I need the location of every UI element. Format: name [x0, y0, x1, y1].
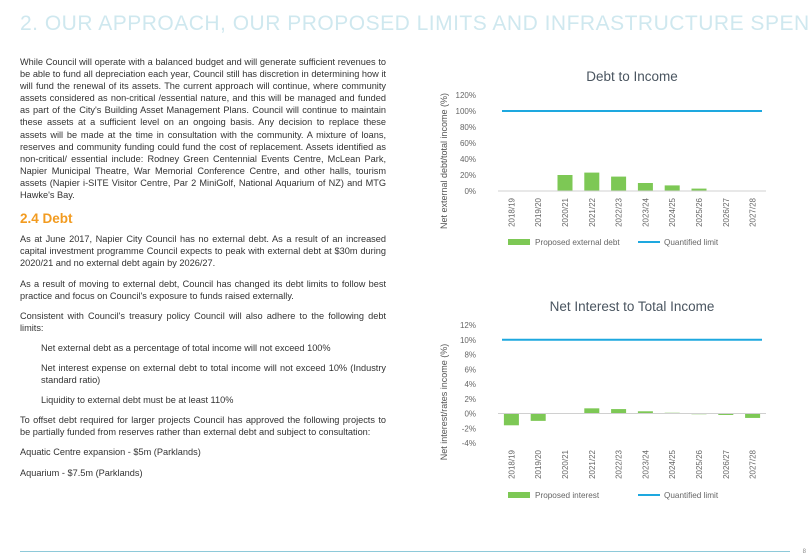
x-tick-label: 2024/25 [668, 197, 677, 226]
y-axis-label: Net interest/rates income (%) [439, 344, 449, 461]
project-1: Aquatic Centre expansion - $5m (Parkland… [20, 447, 201, 458]
debt-paragraph-2: As a result of moving to external debt, … [20, 278, 386, 301]
x-tick-label: 2021/22 [588, 449, 597, 478]
legend-swatch-bar [508, 239, 530, 245]
x-tick-label: 2019/20 [534, 449, 543, 478]
x-tick-label: 2023/24 [641, 449, 650, 478]
debt-limit-1: Net external debt as a percentage of tot… [41, 342, 331, 353]
legend-label-line: Quantified limit [664, 491, 719, 500]
y-tick-label: 0% [464, 187, 476, 196]
x-tick-label: 2022/23 [615, 197, 624, 226]
page-number: 8 [802, 549, 806, 555]
y-tick-label: 80% [460, 123, 476, 132]
x-tick-label: 2022/23 [615, 449, 624, 478]
bar-2021-22 [584, 408, 600, 414]
intro-paragraph: While Council will operate with a balanc… [20, 57, 386, 201]
x-tick-label: 2018/19 [507, 449, 516, 478]
y-tick-label: -4% [462, 439, 476, 448]
bar-2023-24 [637, 183, 653, 191]
x-tick-label: 2019/20 [534, 197, 543, 226]
x-tick-label: 2020/21 [561, 449, 570, 478]
x-tick-label: 2027/28 [749, 197, 758, 226]
bar-2024-25 [664, 185, 680, 191]
y-tick-label: 2% [464, 395, 476, 404]
net-interest-chart: Net Interest to Total Income -4% -2% 0% 2% 4%… [436, 292, 786, 512]
x-tick-label: 2020/21 [561, 197, 570, 226]
x-tick-label: 2026/27 [722, 449, 731, 478]
x-tick-label: 2027/28 [749, 449, 758, 478]
body-text: While Council will operate with a balanc… [20, 56, 386, 479]
debt-paragraph-4: To offset debt required for larger proje… [20, 415, 386, 438]
x-tick-label: 2023/24 [641, 197, 650, 226]
bar-2021-22 [584, 172, 600, 191]
debt-limit-2: Net interest expense on external debt to… [41, 362, 386, 386]
y-tick-label: 100% [456, 107, 476, 116]
bar-2025-26 [691, 188, 707, 191]
y-tick-label: 20% [460, 171, 476, 180]
y-tick-label: 40% [460, 155, 476, 164]
y-tick-label: 60% [460, 139, 476, 148]
y-tick-label: 6% [464, 365, 476, 374]
bar-2022-23 [611, 409, 627, 414]
project-2: Aquarium - $7.5m (Parklands) [20, 467, 143, 478]
legend-label-line: Quantified limit [664, 238, 719, 247]
x-tick-label: 2021/22 [588, 197, 597, 226]
y-tick-label: 0% [464, 410, 476, 419]
footer-rule [20, 551, 790, 552]
legend-label-bar: Proposed interest [535, 491, 600, 500]
y-tick-label: 8% [464, 351, 476, 360]
bar-2020-21 [557, 175, 573, 191]
debt-to-income-chart: Debt to Income 0% 20% 40% 60% 80% 100% 120% Net … [436, 62, 786, 262]
net-interest-svg: Net Interest to Total Income -4% -2% 0% 2% 4%… [439, 299, 766, 500]
chart-title: Net Interest to Total Income [550, 299, 715, 314]
y-tick-label: 120% [456, 91, 476, 100]
x-tick-label: 2026/27 [722, 197, 731, 226]
legend-label-bar: Proposed external debt [535, 238, 620, 247]
x-tick-label: 2024/25 [668, 449, 677, 478]
bar-2022-23 [611, 176, 627, 191]
x-tick-label: 2018/19 [507, 197, 516, 226]
debt-paragraph-1: As at June 2017, Napier City Council has… [20, 234, 386, 269]
bar-2018-19 [503, 413, 519, 426]
debt-paragraph-3: Consistent with Council's treasury polic… [20, 310, 386, 333]
y-tick-label: 4% [464, 380, 476, 389]
y-tick-label: 12% [460, 321, 476, 330]
x-tick-label: 2025/26 [695, 197, 704, 226]
bar-2023-24 [637, 411, 653, 414]
y-tick-label: 10% [460, 336, 476, 345]
debt-heading: 2.4 Debt [20, 211, 73, 227]
bar-2026-27 [718, 413, 734, 415]
bar-2027-28 [745, 413, 761, 418]
debt-to-income-svg: Debt to Income 0% 20% 40% 60% 80% 100% 120% Net … [439, 69, 766, 247]
section-title: 2. OUR APPROACH, OUR PROPOSED LIMITS AND… [20, 12, 810, 35]
y-axis-label: Net external debt/total income (%) [439, 93, 449, 229]
x-tick-label: 2025/26 [695, 449, 704, 478]
y-tick-label: -2% [462, 424, 476, 433]
bar-2019-20 [530, 413, 546, 421]
debt-limit-3: Liquidity to external debt must be at le… [41, 395, 234, 406]
chart-title: Debt to Income [586, 69, 678, 84]
legend-swatch-bar [508, 492, 530, 498]
